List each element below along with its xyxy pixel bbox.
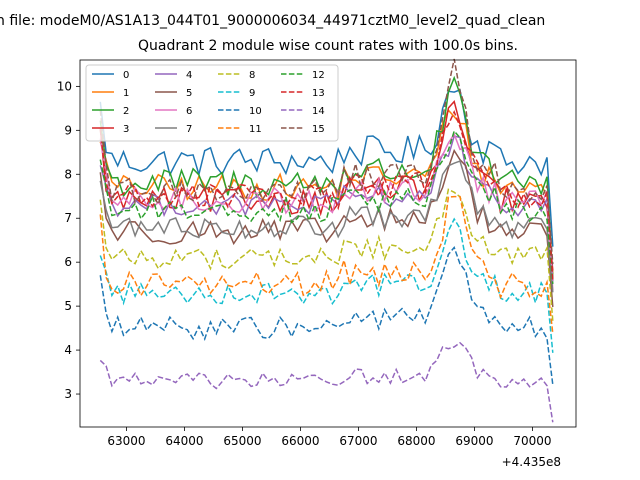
axes-frame [79, 59, 577, 428]
series-line-10 [99, 246, 554, 385]
legend-label-3: 3 [123, 124, 129, 135]
y-tick-label: 5 [64, 299, 72, 313]
chart-suptitle: n file: modeM0/AS1A13_044T01_9000006034_… [0, 13, 545, 29]
legend-label-1: 1 [123, 88, 129, 99]
axes: 63000 64000 65000 66000 67000 68000 69000 70000… [57, 59, 577, 448]
series-line-14 [99, 341, 554, 423]
legend-box [85, 64, 339, 142]
legend-label-5: 5 [186, 88, 192, 99]
series-line-7 [99, 160, 554, 293]
legend-label-7: 7 [186, 124, 192, 135]
x-tick-label: 64000 [165, 434, 203, 448]
y-tick-label: 3 [64, 387, 72, 401]
legend-label-11: 11 [249, 124, 262, 135]
y-tick-label: 6 [64, 255, 72, 269]
series-line-6 [99, 132, 554, 291]
series-line-0 [99, 88, 554, 247]
chart-title: Quadrant 2 module wise count rates with … [138, 38, 518, 54]
x-tick-label: 67000 [339, 434, 377, 448]
series-line-11 [99, 195, 554, 334]
legend-label-9: 9 [249, 88, 255, 99]
legend-label-8: 8 [249, 70, 255, 81]
series-line-4 [99, 135, 554, 282]
x-tick-label: 63000 [107, 434, 145, 448]
legend-label-6: 6 [186, 106, 192, 117]
x-tick-label: 68000 [397, 434, 435, 448]
legend-label-0: 0 [123, 70, 129, 81]
legend-label-4: 4 [186, 70, 192, 81]
series-line-5 [99, 148, 554, 307]
series-line-8 [99, 188, 554, 321]
y-tick-label: 9 [64, 123, 72, 137]
y-tick-label: 4 [64, 343, 72, 357]
legend-label-15: 15 [312, 124, 325, 135]
series-line-15 [99, 58, 554, 265]
legend-label-12: 12 [312, 70, 325, 81]
legend-label-14: 14 [312, 106, 325, 117]
x-tick-label: 70000 [513, 434, 551, 448]
y-tick-label: 8 [64, 167, 72, 181]
plot-area [99, 58, 554, 423]
x-tick-label: 69000 [455, 434, 493, 448]
y-tick-label: 7 [64, 211, 72, 225]
legend-label-13: 13 [312, 88, 325, 99]
x-tick-label: 66000 [281, 434, 319, 448]
series-line-12 [99, 129, 554, 284]
series-line-9 [99, 217, 554, 353]
x-offset-label: +4.435e8 [502, 455, 561, 469]
y-tick-label: 10 [57, 79, 72, 93]
x-tick-label: 65000 [223, 434, 261, 448]
legend-label-2: 2 [123, 106, 129, 117]
legend-label-10: 10 [249, 106, 262, 117]
